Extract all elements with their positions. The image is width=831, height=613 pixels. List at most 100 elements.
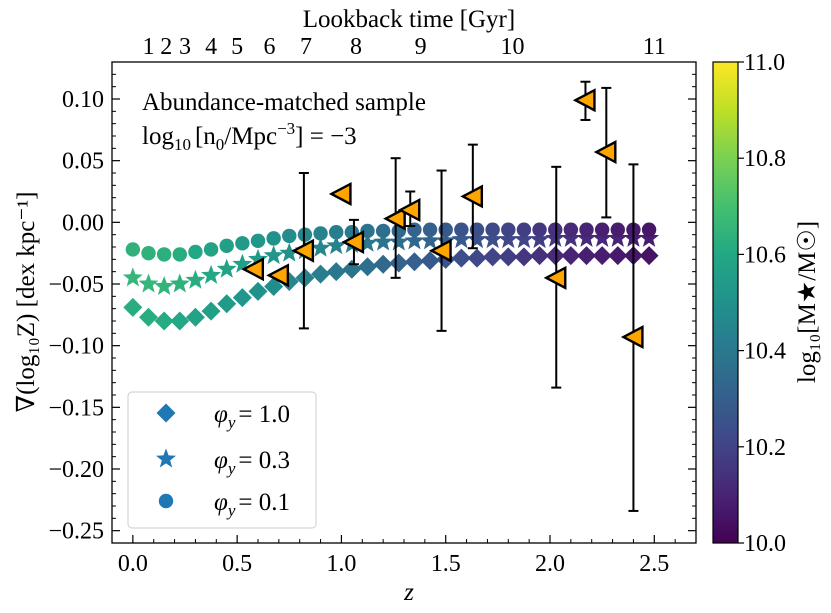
star-point (404, 230, 425, 250)
circle-point (454, 222, 469, 237)
top-tick-label: 10 (500, 34, 524, 60)
series-observations (241, 80, 644, 512)
star-point (216, 258, 237, 278)
diamond-point (295, 268, 315, 288)
diamond-point (608, 246, 628, 266)
top-tick-label: 6 (263, 34, 275, 60)
legend-diamond-marker (156, 403, 176, 423)
colorbar-title: log₁₀[M★/M☉] (794, 221, 821, 383)
diamond-point (232, 288, 252, 308)
diamond-point (404, 252, 424, 272)
top-tick-label: 8 (350, 34, 362, 60)
diamond-point (185, 307, 205, 327)
colorbar-tick-label: 10.4 (744, 339, 786, 365)
circle-point (501, 222, 516, 237)
star-point (326, 235, 347, 255)
diamond-point (123, 297, 143, 317)
x-axis-ticks: 0.0 0.5 1.0 1.5 2.0 2.5 (111, 535, 676, 577)
circle-point (516, 222, 532, 237)
circle-point (375, 223, 391, 239)
circle-point (329, 225, 344, 240)
top-tick-label: 2 (160, 34, 172, 60)
star-point (185, 269, 206, 289)
circle-point (188, 244, 203, 260)
circle-point (297, 227, 313, 242)
diamond-point (373, 254, 393, 274)
series-diamond (123, 246, 659, 331)
star-point (545, 227, 566, 247)
series-circle (125, 222, 657, 262)
top-tick-label: 5 (231, 34, 243, 60)
star-point (498, 229, 519, 249)
star-point (607, 227, 628, 247)
observation-triangle (572, 88, 596, 113)
legend-label: φy = 1.0 (214, 401, 290, 432)
y-tick-label: 0.00 (62, 210, 104, 236)
star-point (138, 273, 159, 293)
diamond-point (154, 311, 174, 331)
top-tick-label: 11 (643, 34, 666, 60)
observation-triangle (620, 325, 644, 350)
diamond-point (139, 307, 158, 327)
circle-point (125, 242, 141, 257)
x-tick-label: 2.0 (535, 551, 565, 577)
x-axis-title: z (403, 579, 414, 606)
y-axis-ticks: 0.10 0.05 0.00 −0.05 −0.10 −0.15 −0.20 −0.25 (48, 61, 696, 545)
colorbar-gradient (712, 61, 739, 544)
top-axis-title: Lookback time [Gyr] (303, 6, 515, 33)
y-tick-label: −0.15 (48, 395, 104, 421)
colorbar: 11.0 10.8 10.6 10.4 10.2 10.0 log₁₀[M★/M☉] (712, 50, 821, 557)
y-tick-label: 0.10 (62, 87, 104, 113)
diamond-point (248, 281, 268, 301)
circle-point (579, 222, 594, 237)
diamond-point (561, 246, 581, 266)
star-point (279, 242, 300, 262)
star-point (482, 229, 503, 249)
top-tick-label: 4 (205, 34, 217, 60)
diamond-point (530, 246, 550, 266)
x-tick-label: 1.5 (431, 551, 461, 577)
circle-point (485, 222, 500, 237)
star-point (388, 231, 409, 251)
circle-point (172, 247, 187, 262)
colorbar-tick-label: 10.2 (744, 435, 786, 461)
star-point (373, 231, 394, 251)
circle-point (266, 231, 281, 246)
star-point (560, 227, 581, 247)
observation-triangle (543, 265, 567, 290)
circle-point (156, 247, 172, 262)
diamond-point (498, 247, 518, 267)
x-tick-label: 0.0 (118, 551, 148, 577)
x-tick-label: 0.5 (222, 551, 252, 577)
colorbar-tick-label: 11.0 (744, 50, 785, 76)
star-point (529, 229, 550, 249)
star-point (310, 237, 331, 257)
colorbar-tick-label: 10.0 (744, 531, 786, 557)
star-point (232, 253, 253, 273)
annotation-line1: Abundance-matched sample (142, 89, 426, 116)
y-axis-title: ∇(log₁₀Z) [dex kpc⁻¹] (13, 192, 40, 413)
top-tick-label: 1 (143, 34, 155, 60)
diamond-point (451, 248, 471, 268)
diamond-point (358, 257, 377, 277)
series-star (122, 227, 660, 295)
star-point (357, 232, 378, 252)
diamond-point (514, 247, 534, 267)
star-point (639, 227, 660, 247)
observation-triangle (266, 263, 290, 288)
y-tick-label: −0.10 (48, 334, 104, 360)
circle-point (563, 222, 579, 237)
diamond-point (420, 251, 440, 271)
observation-triangle (341, 230, 365, 255)
circle-point (250, 233, 266, 249)
diamond-point (592, 246, 612, 266)
y-tick-label: −0.25 (48, 519, 104, 545)
observation-triangle (397, 198, 421, 222)
legend: φy = 1.0 φy = 0.3 φy = 0.1 (127, 391, 317, 529)
star-point (467, 229, 487, 249)
annotation-line2: log10 [n0/Mpc−3] = −3 (142, 119, 357, 154)
legend-label: φy = 0.3 (214, 447, 290, 478)
y-tick-label: 0.05 (62, 149, 104, 175)
legend-box (127, 391, 317, 529)
